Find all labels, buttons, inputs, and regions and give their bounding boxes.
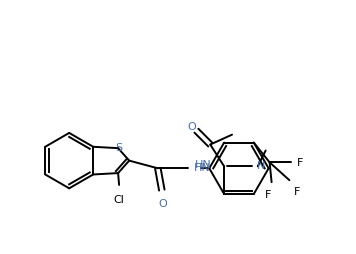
Text: F: F [265,189,271,199]
Text: F: F [294,186,301,196]
Text: S: S [116,142,123,153]
Text: F: F [297,158,304,168]
Text: HN: HN [194,160,211,170]
Text: O: O [187,121,196,131]
Text: N: N [257,161,265,171]
Text: Cl: Cl [114,194,125,204]
Text: HN: HN [193,163,210,173]
Text: O: O [158,198,167,208]
